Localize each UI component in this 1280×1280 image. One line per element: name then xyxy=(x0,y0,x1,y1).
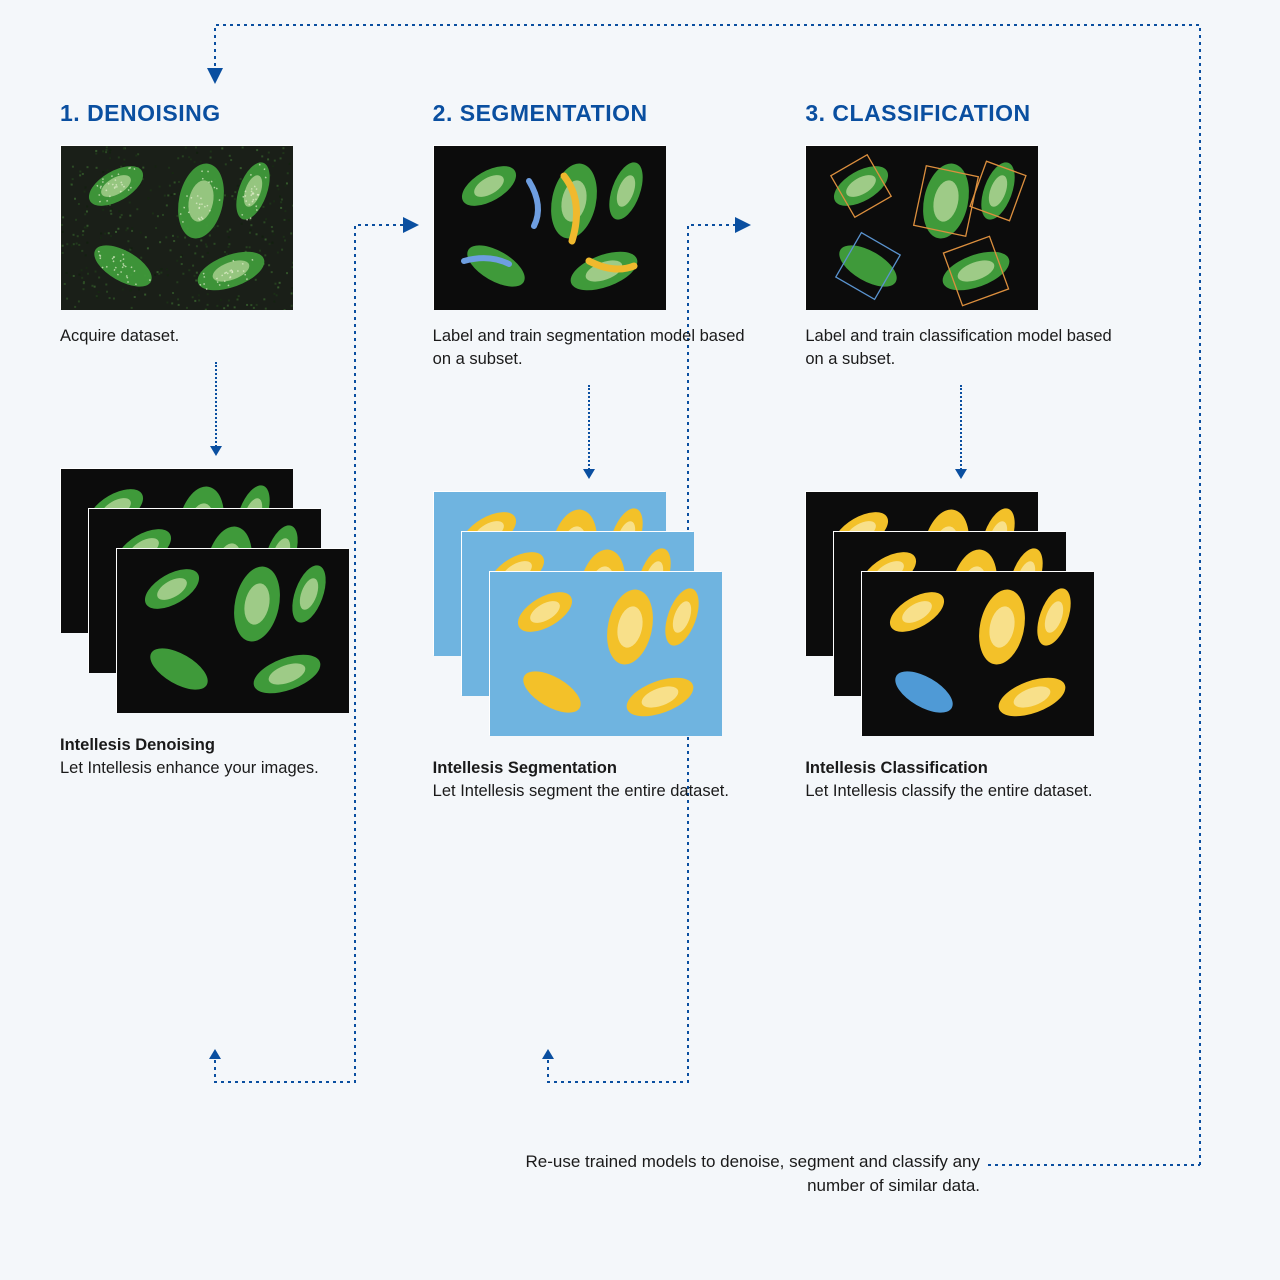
column-segmentation: 2. SEGMENTATION Label and train segmenta… xyxy=(433,100,748,813)
bottom-title-2: Intellesis Segmentation xyxy=(433,759,617,777)
caption-3-top: Label and train classification model bas… xyxy=(805,325,1120,371)
panel-class-label xyxy=(805,145,1037,309)
caption-3-bottom: Intellesis Classification Let Intellesis… xyxy=(805,757,1120,803)
arrow-down-3 xyxy=(960,385,1120,477)
panel-denoised xyxy=(116,548,348,712)
caption-2-bottom: Intellesis Segmentation Let Intellesis s… xyxy=(433,757,748,803)
caption-1-top: Acquire dataset. xyxy=(60,325,375,348)
step-title-1: 1. DENOISING xyxy=(60,100,375,127)
bottom-text-2: Let Intellesis segment the entire datase… xyxy=(433,782,729,800)
bottom-title-3: Intellesis Classification xyxy=(805,759,987,777)
column-classification: 3. CLASSIFICATION Label and train classi… xyxy=(805,100,1120,813)
stack-denoised xyxy=(60,468,340,718)
arrow-down-2 xyxy=(588,385,748,477)
step-title-2: 2. SEGMENTATION xyxy=(433,100,748,127)
bottom-title-1: Intellesis Denoising xyxy=(60,736,215,754)
bottom-text-1: Let Intellesis enhance your images. xyxy=(60,759,319,777)
caption-2-top: Label and train segmentation model based… xyxy=(433,325,748,371)
stack-segmented xyxy=(433,491,713,741)
step-title-3: 3. CLASSIFICATION xyxy=(805,100,1120,127)
caption-1-bottom: Intellesis Denoising Let Intellesis enha… xyxy=(60,734,375,780)
stack-classified xyxy=(805,491,1085,741)
arrow-down-1 xyxy=(215,362,375,454)
bottom-text-3: Let Intellesis classify the entire datas… xyxy=(805,782,1092,800)
workflow-columns: 1. DENOISING Acquire dataset. Intellesis… xyxy=(60,100,1120,813)
panel-noisy-input xyxy=(60,145,292,309)
footer-reuse-text: Re-use trained models to denoise, segmen… xyxy=(510,1150,980,1198)
column-denoising: 1. DENOISING Acquire dataset. Intellesis… xyxy=(60,100,375,813)
panel-classified xyxy=(861,571,1093,735)
panel-seg-label xyxy=(433,145,665,309)
panel-segmented xyxy=(489,571,721,735)
